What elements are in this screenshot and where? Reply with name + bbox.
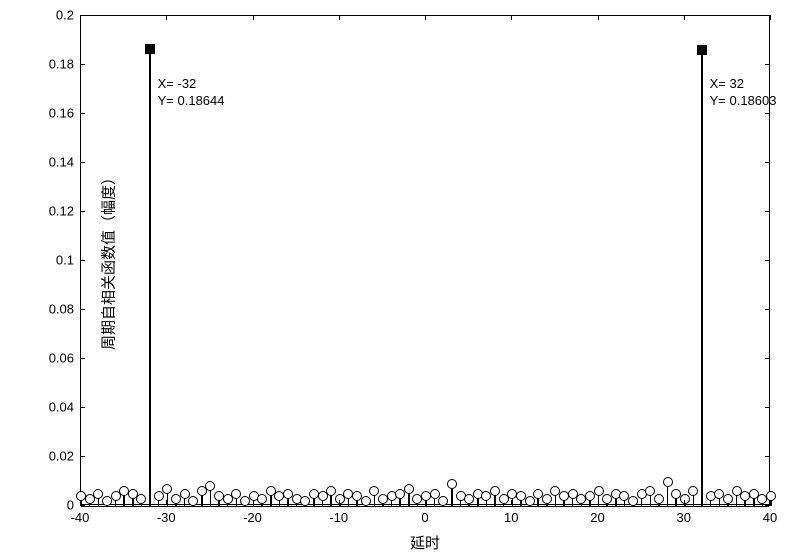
data-marker [154, 491, 164, 501]
data-marker [326, 486, 336, 496]
data-marker [645, 486, 655, 496]
data-marker [188, 496, 198, 506]
y-tick-mark [765, 211, 770, 212]
peak-stem [149, 49, 151, 506]
baseline [81, 506, 769, 507]
y-tick-mark [80, 162, 85, 163]
data-marker [663, 477, 673, 487]
data-marker [688, 486, 698, 496]
peak-marker [145, 44, 155, 54]
x-tick-mark [511, 500, 512, 505]
y-tick-label: 0.04 [49, 400, 74, 415]
peak-marker [697, 45, 707, 55]
data-marker [430, 489, 440, 499]
x-tick-label: 10 [504, 510, 518, 525]
x-tick-label: -10 [329, 510, 348, 525]
data-marker [438, 496, 448, 506]
y-tick-mark [765, 113, 770, 114]
x-tick-mark [598, 500, 599, 505]
data-marker [404, 484, 414, 494]
x-tick-label: -20 [243, 510, 262, 525]
x-tick-mark [425, 15, 426, 20]
x-tick-mark [684, 500, 685, 505]
x-tick-label: 40 [763, 510, 777, 525]
x-tick-mark [511, 15, 512, 20]
y-tick-mark [765, 64, 770, 65]
y-tick-label: 0.16 [49, 106, 74, 121]
data-annotation: X= 32Y= 0.18603 [710, 76, 777, 110]
data-marker [680, 494, 690, 504]
y-tick-mark [80, 113, 85, 114]
x-tick-mark [80, 500, 81, 505]
x-tick-mark [166, 15, 167, 20]
data-marker [654, 494, 664, 504]
y-tick-mark [80, 309, 85, 310]
y-tick-mark [765, 309, 770, 310]
y-tick-label: 0.02 [49, 449, 74, 464]
data-marker [628, 496, 638, 506]
x-tick-label: 20 [590, 510, 604, 525]
data-annotation: X= -32Y= 0.18644 [158, 76, 225, 110]
y-tick-mark [765, 358, 770, 359]
peak-stem [701, 50, 703, 506]
data-marker [490, 486, 500, 496]
data-marker [369, 486, 379, 496]
x-tick-mark [339, 500, 340, 505]
y-tick-mark [765, 505, 770, 506]
y-tick-label: 0.06 [49, 351, 74, 366]
y-tick-mark [80, 64, 85, 65]
x-tick-mark [770, 500, 771, 505]
y-tick-mark [80, 211, 85, 212]
x-axis-label: 延时 [410, 532, 440, 553]
data-marker [361, 496, 371, 506]
x-tick-mark [339, 15, 340, 20]
y-tick-mark [765, 162, 770, 163]
x-tick-label: 30 [677, 510, 691, 525]
data-marker [162, 484, 172, 494]
y-tick-label: 0.18 [49, 57, 74, 72]
x-tick-mark [684, 15, 685, 20]
x-tick-mark [166, 500, 167, 505]
y-tick-label: 0.08 [49, 302, 74, 317]
y-tick-label: 0.2 [56, 8, 74, 23]
data-marker [766, 491, 776, 501]
data-marker [300, 496, 310, 506]
data-marker [447, 479, 457, 489]
x-tick-mark [80, 15, 81, 20]
y-tick-label: 0.1 [56, 253, 74, 268]
y-tick-mark [765, 407, 770, 408]
x-tick-label: 0 [421, 510, 428, 525]
y-tick-label: 0.14 [49, 155, 74, 170]
y-tick-label: 0.12 [49, 204, 74, 219]
x-tick-label: -30 [157, 510, 176, 525]
x-tick-mark [598, 15, 599, 20]
data-marker [723, 494, 733, 504]
data-marker [594, 486, 604, 496]
data-marker [136, 494, 146, 504]
y-tick-mark [80, 505, 85, 506]
data-marker [93, 489, 103, 499]
data-marker [525, 496, 535, 506]
y-tick-mark [80, 260, 85, 261]
y-tick-mark [80, 358, 85, 359]
y-tick-mark [80, 456, 85, 457]
data-marker [205, 481, 215, 491]
x-tick-mark [253, 500, 254, 505]
x-tick-mark [253, 15, 254, 20]
data-marker [180, 489, 190, 499]
y-tick-mark [765, 260, 770, 261]
x-tick-mark [770, 15, 771, 20]
x-tick-label: -40 [71, 510, 90, 525]
y-tick-mark [80, 407, 85, 408]
x-tick-mark [425, 500, 426, 505]
data-marker [231, 489, 241, 499]
data-marker [542, 494, 552, 504]
data-marker [257, 494, 267, 504]
y-tick-mark [765, 456, 770, 457]
